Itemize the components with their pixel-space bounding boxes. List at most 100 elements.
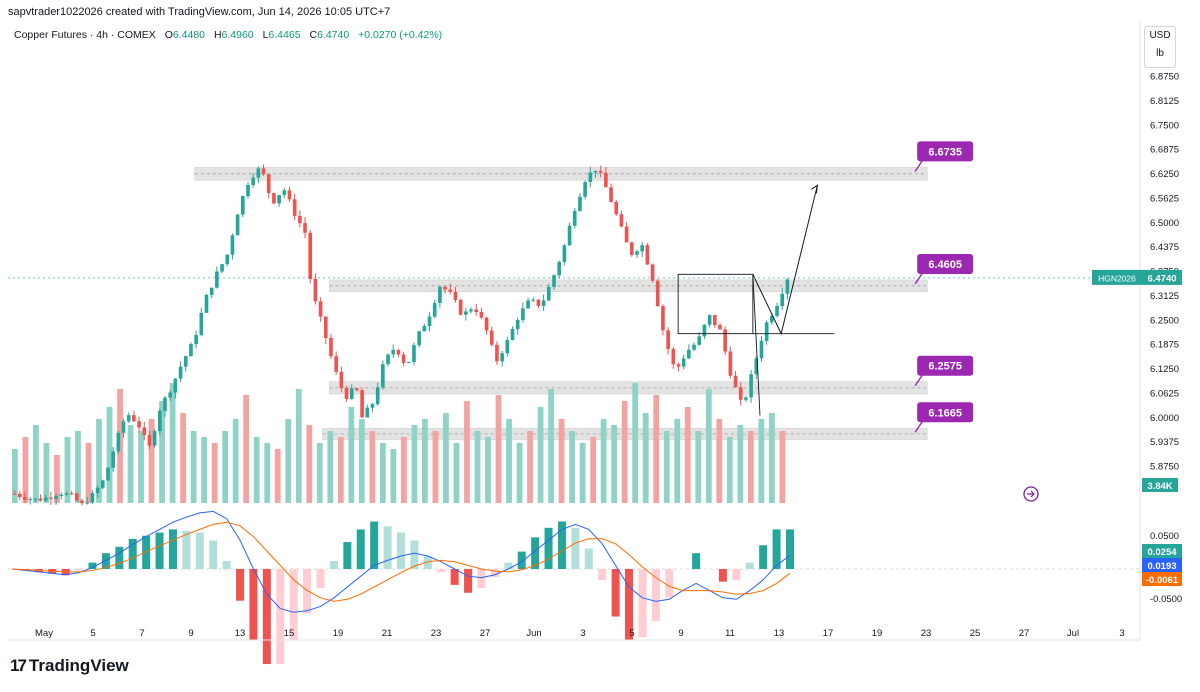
price-tick-label: 6.3125 [1150,291,1179,302]
candle-body [624,226,629,243]
price-tick-label: 6.7500 [1150,120,1179,131]
volume-bar [716,419,723,503]
candle-body [536,299,541,306]
time-tick-label: 15 [284,628,295,639]
volume-bar [348,407,355,503]
zone-price-label [917,355,974,376]
macd-histogram-bar [222,561,231,569]
volume-bar [674,419,681,503]
volume-bar [632,383,639,503]
macd-histogram-bar [786,529,794,569]
candle-body [266,174,271,194]
macd-histogram-bar [732,569,741,581]
macd-histogram-bar [397,532,405,569]
macd-histogram-bar [531,537,540,569]
candle-body [43,497,48,501]
candle-body [417,331,421,346]
volume-bar [422,419,428,503]
candle-body [85,502,90,504]
macd-value-tag [1142,558,1182,572]
volume-bar [127,425,134,503]
volume-bar [96,419,102,503]
volume-bar [726,437,733,503]
volume-bar [579,443,586,503]
candle-body [775,305,779,316]
candle-body [661,306,665,331]
trend-leg [752,274,761,416]
candle-body [292,199,297,216]
candle-body [225,254,230,265]
volume-bar [379,443,386,503]
time-tick-label: Jul [1067,628,1079,639]
instrument-name: Copper Futures · 4h · COMEX [14,29,156,41]
macd-histogram-bar [370,521,379,569]
time-tick-label: 3 [1119,628,1124,639]
candle-body [780,293,785,306]
volume-bar [569,431,575,503]
candle-body [375,387,380,405]
candle-body [256,168,261,178]
candle-body [137,421,141,428]
macd-histogram-bar [356,529,365,569]
candle-body [90,492,95,503]
candle-body [723,329,727,352]
close-value: 6.4740 [317,29,350,41]
candle-body [95,487,100,493]
macd-histogram-bar [155,532,164,569]
price-tick-label: 6.1875 [1150,340,1179,351]
zone-price-text: 6.4605 [928,259,962,271]
time-tick-label: 13 [235,628,246,639]
price-tick-label: 6.8125 [1150,96,1179,107]
volume-bar [148,419,155,503]
currency-unit-selector[interactable]: USD lb [1144,26,1176,68]
candle-body [567,225,572,246]
projection-path [752,185,818,336]
candle-body [629,242,634,255]
candle-body [246,184,250,197]
candle-body [469,309,473,312]
candle-body [427,316,432,326]
candle-body [583,182,587,197]
zone-price-text: 6.6735 [928,146,962,158]
candle-body [614,201,619,215]
zone-price-label [917,402,974,423]
macd-histogram-bar [477,569,486,589]
candle-body [458,299,463,315]
volume-bar [485,437,491,503]
candle-body [692,344,696,350]
volume-bar [253,437,260,503]
macd-histogram-bar [759,545,768,569]
time-tick-label: 9 [188,628,193,639]
volume-bar [85,443,92,503]
macd-histogram-bar [718,569,727,582]
candle-body [474,309,479,313]
symbol-legend: Copper Futures · 4h · COMEX O6.4480 H6.4… [14,29,442,41]
macd-histogram-bar [236,569,245,601]
replay-icon [1023,486,1039,502]
candle-body [381,364,385,388]
volume-bar [464,401,470,503]
candle-body [59,494,64,497]
macd-value-tag [1142,572,1182,586]
time-tick-label: 13 [774,628,785,639]
candle-body [676,364,681,367]
change-value: +0.0270 (+0.42%) [358,29,443,41]
candle-body [432,302,437,317]
time-tick-label: 27 [480,628,491,639]
candle-body [521,308,525,321]
volume-bar [222,431,229,503]
candle-body [370,404,375,408]
signal-line [11,521,791,602]
time-tick-label: May [35,628,53,639]
macd-pane [8,510,1140,665]
candle-body [132,415,136,422]
volume-bar [590,437,597,503]
volume-bar [159,401,165,503]
macd-histogram-bar [262,569,271,665]
volume-bar [705,389,712,503]
candle-body [163,397,167,411]
time-tick-label: 7 [139,628,144,639]
candle-body [365,407,370,418]
candle-body [604,172,608,188]
